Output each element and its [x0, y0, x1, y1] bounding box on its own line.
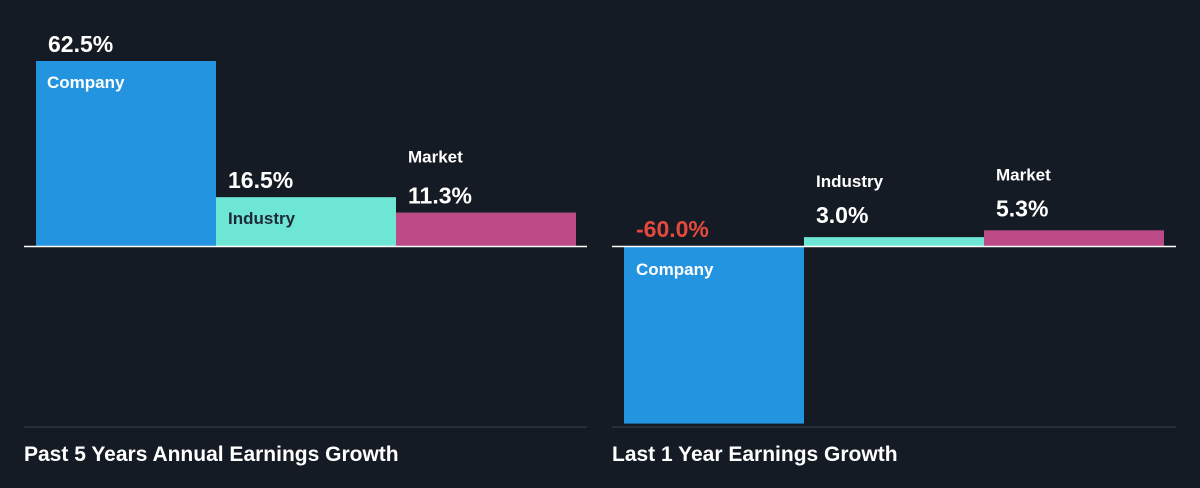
- past5-value-market: 11.3%: [408, 183, 472, 209]
- past5-value-company: 62.5%: [48, 31, 113, 57]
- past5-bar-market: [396, 212, 576, 246]
- last1-value-market: 5.3%: [996, 195, 1048, 221]
- last1-bar-industry: [804, 237, 984, 246]
- last1-category-market: Market: [996, 165, 1051, 184]
- chart-title-past-5-years: Past 5 Years Annual Earnings Growth: [24, 443, 399, 466]
- last1-bar-market: [984, 230, 1164, 246]
- last1-bar-company: [624, 246, 804, 424]
- last1-value-company: -60.0%: [636, 216, 709, 242]
- past5-category-industry: Industry: [228, 209, 296, 228]
- past5-value-industry: 16.5%: [228, 167, 293, 193]
- last1-category-industry: Industry: [816, 172, 884, 191]
- past5-bar-industry: [216, 197, 396, 246]
- last1-value-industry: 3.0%: [816, 202, 868, 228]
- past5-category-market: Market: [408, 148, 463, 167]
- past5-category-company: Company: [47, 73, 125, 92]
- last1-category-company: Company: [636, 260, 714, 279]
- chart-title-last-1-year: Last 1 Year Earnings Growth: [612, 443, 898, 466]
- past5-bar-company: [36, 61, 216, 246]
